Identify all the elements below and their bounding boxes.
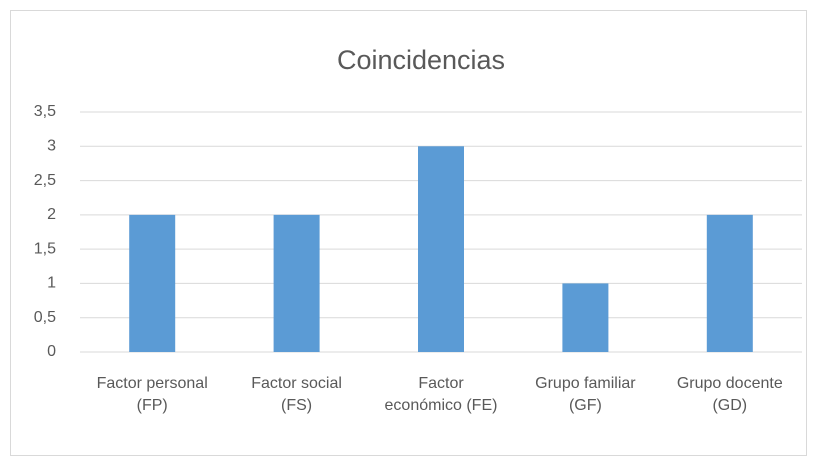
x-tick-label: Grupo docente (GD): [676, 375, 783, 414]
x-tick-label: Factor social (FS): [251, 375, 342, 414]
x-tick-label: Factor personal (FP): [96, 375, 208, 414]
y-tick-label: 2,5: [34, 172, 56, 189]
bar: [129, 214, 176, 352]
y-tick-label: 3: [47, 138, 56, 155]
y-tick-label: 2: [47, 206, 56, 223]
y-tick-label: 1: [47, 275, 56, 292]
bar: [273, 214, 320, 352]
y-tick-label: 0,5: [34, 309, 56, 326]
bar: [562, 283, 609, 352]
x-tick-label: Factor económico (FE): [384, 375, 498, 414]
bar: [706, 214, 753, 352]
y-tick-label: 3,5: [34, 103, 56, 120]
chart-title: Coincidencias: [337, 45, 505, 75]
x-tick-label: Grupo familiar (GF): [535, 375, 636, 414]
bar: [418, 146, 464, 352]
y-tick-label: 1,5: [34, 240, 56, 257]
y-tick-label: 0: [47, 343, 56, 360]
